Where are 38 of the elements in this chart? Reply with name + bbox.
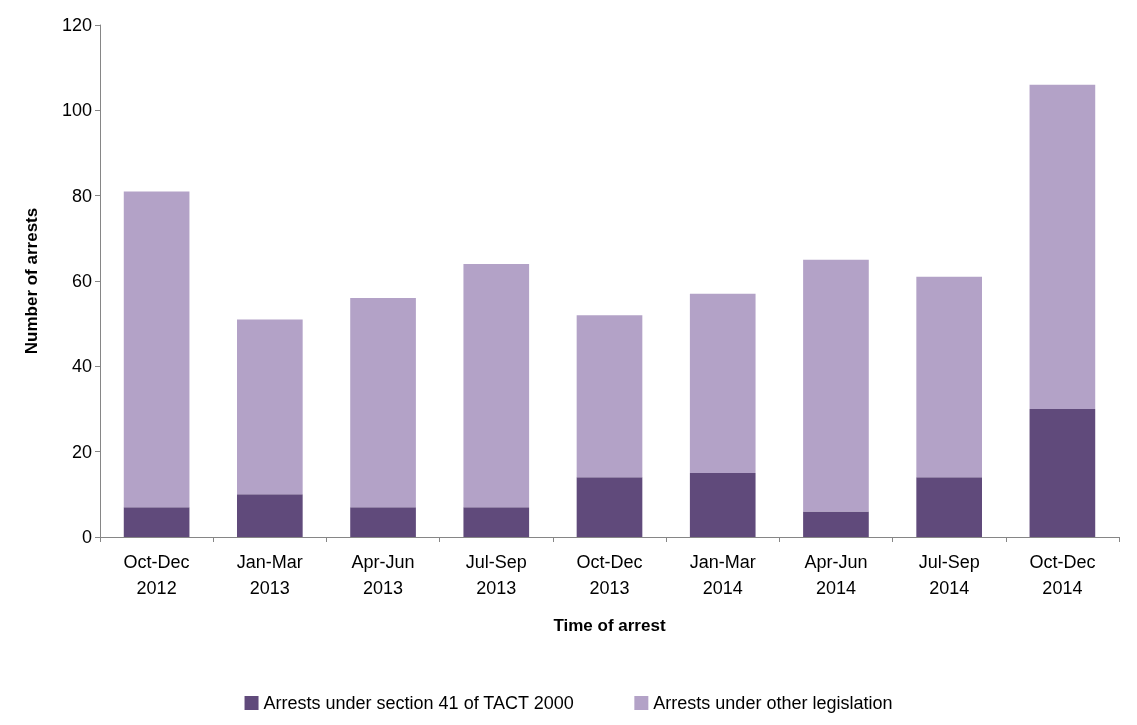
y-tick-label: 40: [71, 356, 92, 377]
x-tick-label: Jan-Mar 2014: [689, 552, 756, 598]
bar: [689, 473, 756, 537]
bar: [576, 477, 643, 537]
legend-label: Arrests under other legislation: [653, 693, 893, 713]
y-tick-label: 60: [71, 271, 92, 291]
bar: [1029, 409, 1096, 537]
y-tick-label: 80: [71, 185, 92, 206]
x-tick-label: Apr-Jun 2013: [351, 552, 415, 598]
x-tick-label: Jan-Mar 2013: [236, 552, 303, 598]
bar: [916, 276, 982, 478]
bar: [803, 511, 869, 537]
bar: [350, 298, 416, 508]
bar: [237, 319, 303, 495]
bar: [916, 477, 982, 537]
bar: [689, 293, 756, 473]
bar: [463, 507, 530, 537]
y-axis-title: Number of arrests: [22, 207, 41, 355]
y-tick-label: 0: [81, 527, 92, 547]
bar: [237, 494, 303, 537]
bar: [463, 263, 530, 508]
bar: [576, 315, 643, 478]
y-tick-label: 20: [71, 441, 92, 462]
x-axis-title: Time of arrest: [553, 616, 666, 635]
bar: [123, 191, 190, 508]
y-tick-label: 120: [61, 15, 92, 35]
bar: [350, 507, 416, 537]
x-tick-label: Oct-Dec 2012: [123, 552, 190, 598]
bar: [1029, 84, 1096, 409]
y-tick-label: 100: [61, 100, 92, 121]
x-tick-label: Oct-Dec 2014: [1029, 552, 1096, 598]
x-tick-label: Jul-Sep 2013: [465, 552, 527, 598]
legend-label: Arrests under section 41 of TACT 2000: [263, 693, 574, 713]
x-tick-label: Jul-Sep 2014: [918, 552, 980, 598]
x-tick-label: Oct-Dec 2013: [576, 552, 643, 598]
x-tick-label: Apr-Jun 2014: [804, 552, 868, 598]
bar: [123, 507, 190, 537]
bar: [803, 259, 869, 512]
